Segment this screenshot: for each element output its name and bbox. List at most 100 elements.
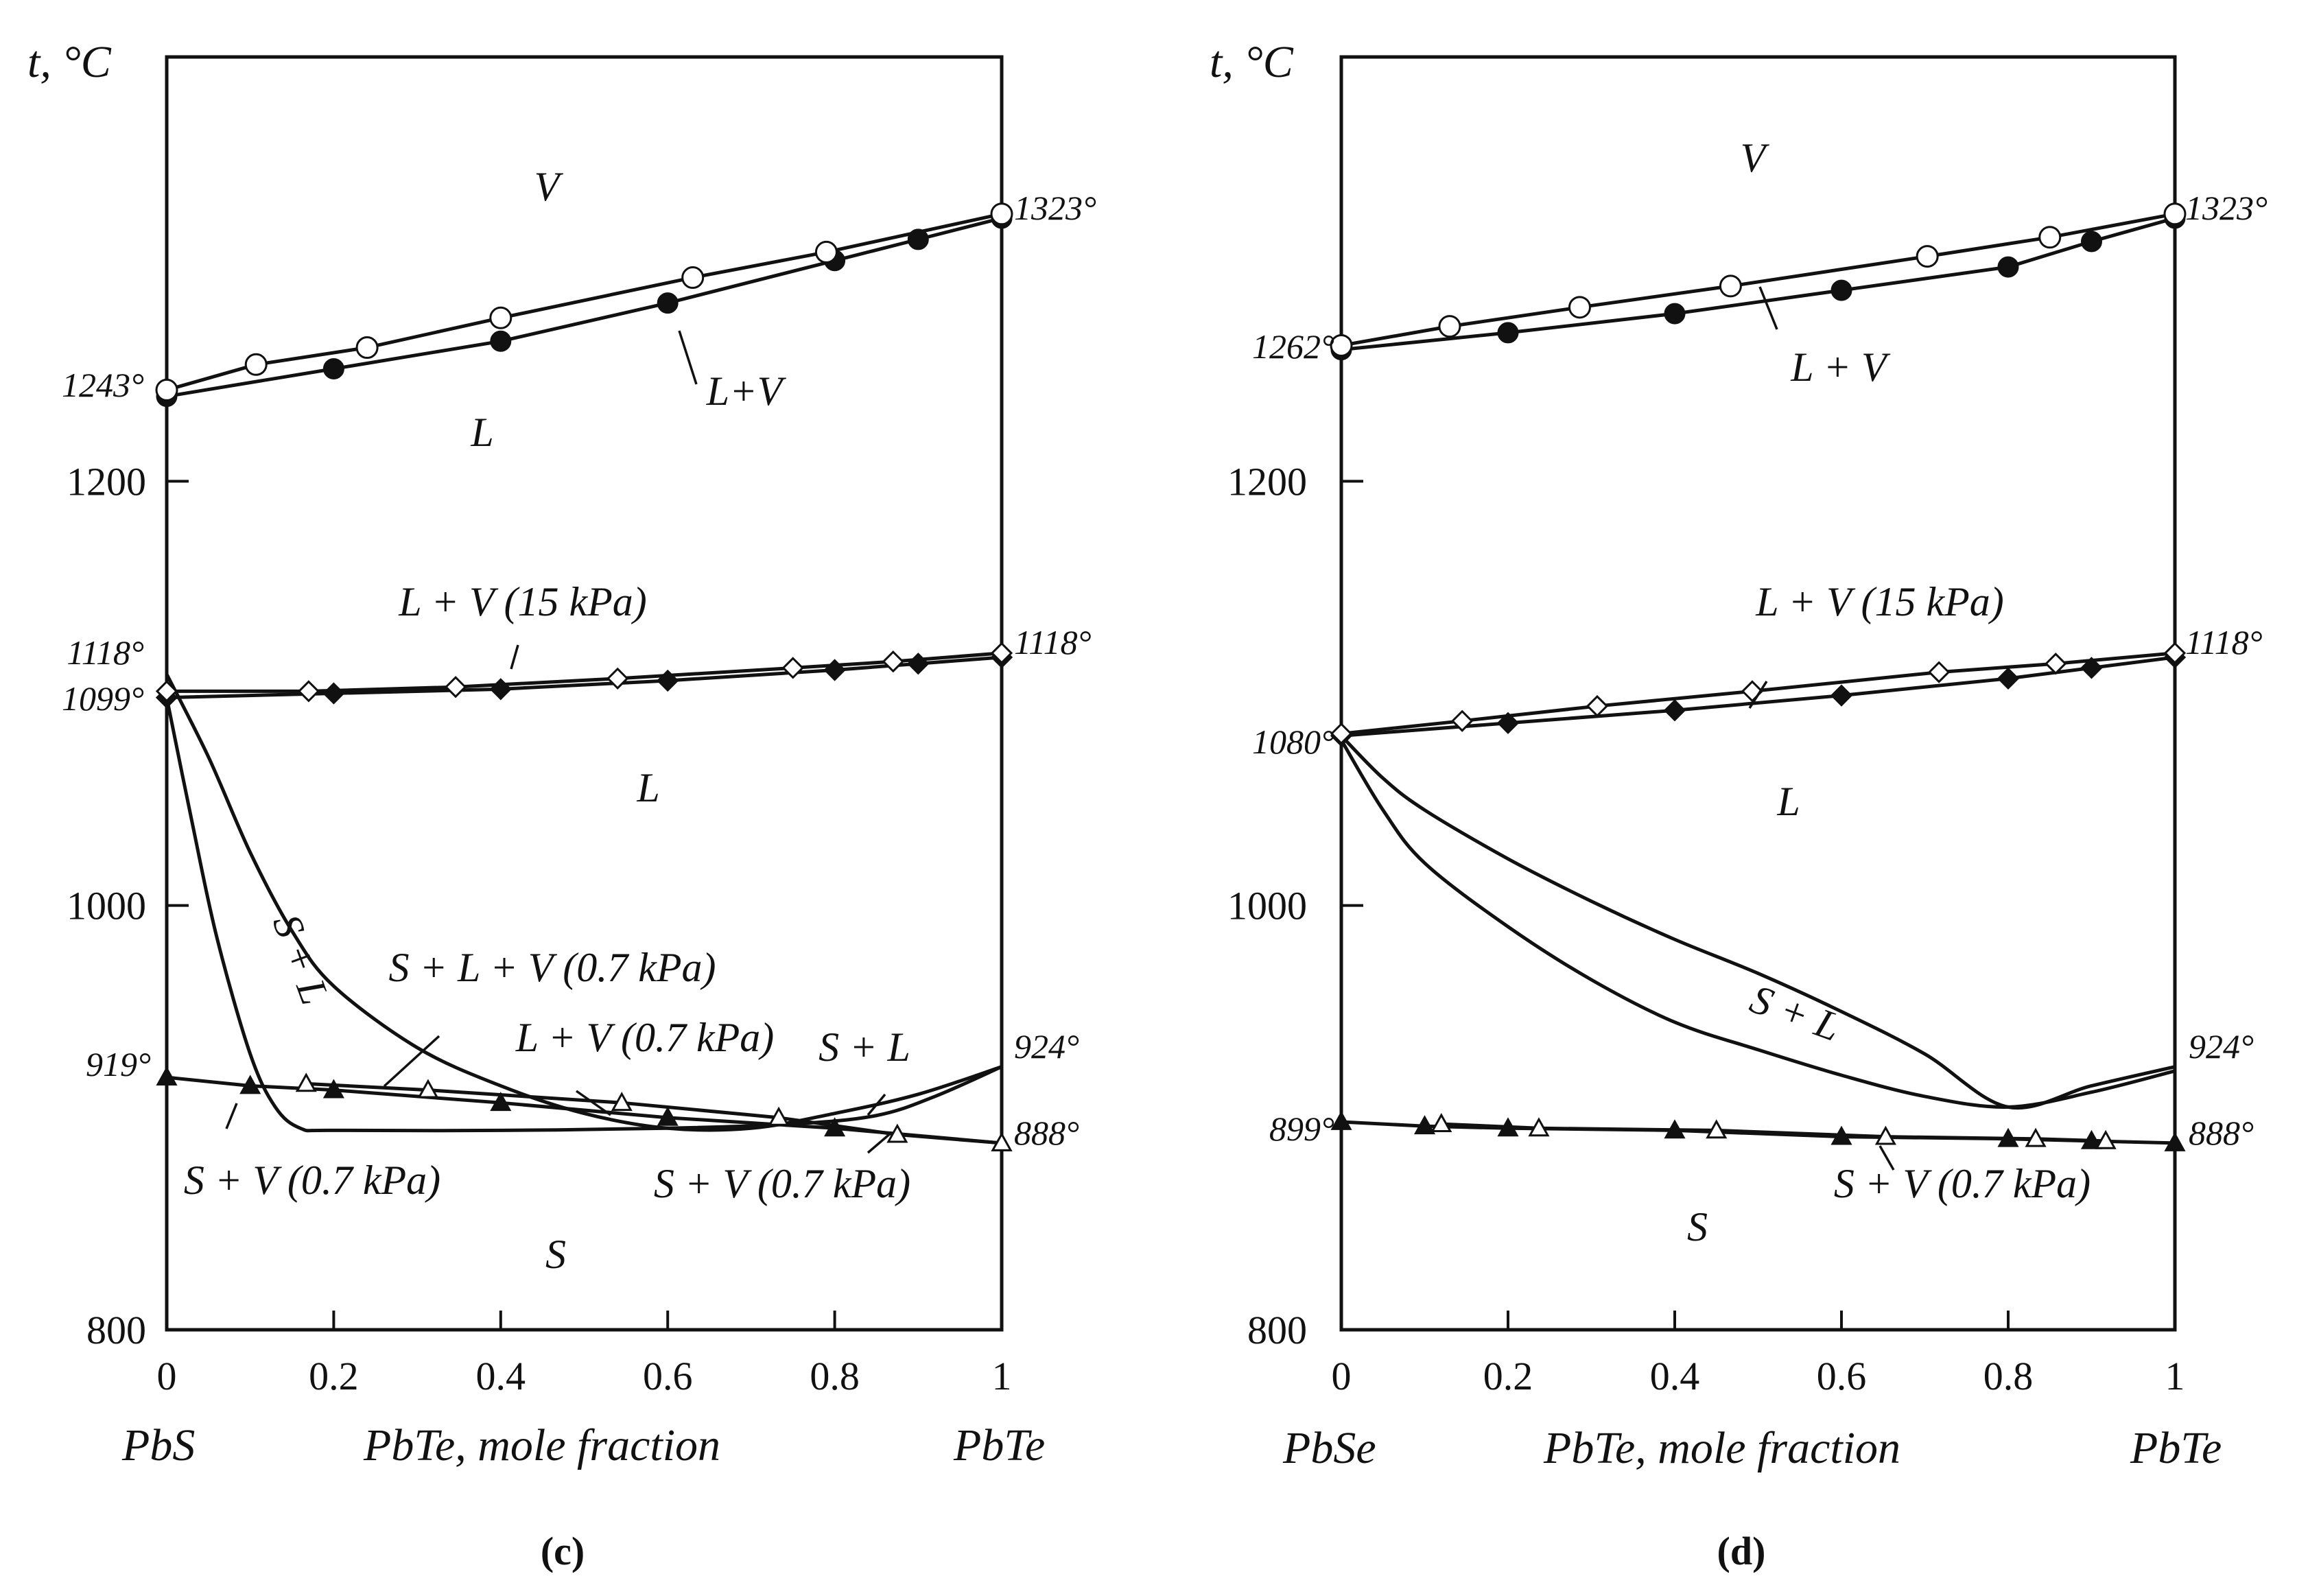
open-circle-marker (2038, 226, 2062, 249)
open-circle-marker (1568, 296, 1591, 319)
x-tick-label: 0.6 (1817, 1354, 1867, 1398)
point-label: 1118° (2185, 623, 2263, 661)
open-circle-marker (355, 336, 379, 360)
leader-line (383, 1035, 440, 1088)
open-triangle-marker (295, 1072, 317, 1092)
filled-diamond-marker (823, 659, 846, 681)
open-diamond-marker (297, 680, 320, 703)
x-tick-label: 0.6 (643, 1354, 693, 1398)
filled-diamond-marker (489, 678, 512, 701)
open-diamond-marker (990, 642, 1013, 664)
open-circle-marker (814, 240, 838, 263)
point-label: 888° (1014, 1114, 1079, 1152)
leader-line (575, 1090, 612, 1116)
region-label: S (545, 1232, 566, 1277)
open-triangle-marker (1430, 1113, 1452, 1133)
x-tick-label: 0.4 (1650, 1354, 1700, 1398)
panel-label: (c) (541, 1529, 585, 1573)
series-line (306, 1081, 1002, 1145)
x-axis-label: PbTe, mole fraction (363, 1420, 720, 1470)
point-label: 1262° (1252, 327, 1334, 366)
region-label: S + L (264, 908, 338, 1010)
open-circle-marker (2163, 202, 2187, 226)
y-tick-label: 1000 (1227, 884, 1307, 928)
open-diamond-marker (781, 657, 804, 679)
open-circle-marker (1719, 274, 1742, 298)
open-diamond-marker (882, 650, 904, 673)
y-axis-label: t, °C (1210, 37, 1294, 87)
region-label: S (1687, 1204, 1708, 1249)
leader-line (1748, 681, 1768, 709)
x-left-component: PbS (121, 1420, 195, 1470)
open-diamond-marker (2045, 653, 2067, 675)
leader-line (510, 644, 519, 670)
open-triangle-marker (1528, 1117, 1550, 1137)
open-circle-marker (244, 353, 268, 376)
y-tick-label: 1200 (1227, 459, 1307, 504)
series-line (165, 673, 1002, 1132)
filled-circle-marker (1997, 256, 2019, 278)
open-diamond-marker (607, 667, 629, 690)
point-label: 1118° (67, 633, 144, 672)
point-label: 924° (1014, 1027, 1079, 1066)
x-tick-label: 1 (2165, 1354, 2185, 1398)
point-label: 919° (86, 1045, 151, 1083)
filled-triangle-marker (824, 1117, 846, 1137)
panel-c: 0 0.2 0.4 0.6 0.8 1 1200 1000 800 1243° 1323° 1118°… (27, 37, 1096, 1573)
region-label: L+V (706, 368, 787, 414)
x-axis-label: PbTe, mole fraction (1543, 1423, 1900, 1473)
region-label: S + V (0.7 kPa) (1834, 1161, 2091, 1206)
region-label: L + V (1790, 344, 1891, 390)
filled-triangle-marker (239, 1075, 261, 1094)
filled-diamond-marker (1496, 712, 1520, 734)
open-triangle-marker (991, 1131, 1013, 1151)
x-tick-label: 0.4 (476, 1354, 526, 1398)
series-line (165, 697, 1003, 1133)
x-tick-label: 0.8 (1983, 1354, 2034, 1398)
x-right-component: PbTe (953, 1420, 1045, 1470)
region-label: S + V (0.7 kPa) (184, 1158, 440, 1203)
filled-circle-marker (1830, 279, 1852, 301)
filled-circle-marker (907, 228, 929, 250)
open-triangle-marker (886, 1123, 908, 1143)
filled-triangle-marker (1330, 1110, 1352, 1130)
point-label: 1118° (1014, 623, 1092, 661)
y-tick-label: 800 (1247, 1308, 1307, 1352)
point-label: 924° (2189, 1027, 2254, 1066)
x-tick-label: 0 (1332, 1354, 1352, 1398)
point-label: 899° (1269, 1110, 1334, 1148)
open-circle-marker (155, 378, 178, 401)
filled-triangle-marker (490, 1092, 512, 1112)
x-left-component: PbSe (1282, 1423, 1376, 1473)
leader-line (225, 1103, 238, 1129)
filled-diamond-marker (1663, 699, 1686, 722)
open-diamond-marker (1330, 723, 1353, 745)
region-label: S + L (1745, 976, 1846, 1050)
y-tick-label: 1200 (67, 459, 146, 504)
y-tick-label: 800 (86, 1308, 146, 1352)
open-circle-marker (1438, 315, 1461, 338)
region-label: S + L + V (0.7 kPa) (388, 945, 716, 990)
leader-line (1758, 286, 1778, 330)
open-circle-marker (990, 202, 1013, 226)
filled-diamond-marker (1830, 684, 1853, 707)
open-circle-marker (1916, 245, 1939, 268)
x-right-component: PbTe (2130, 1423, 2222, 1473)
filled-circle-marker (657, 292, 679, 314)
series-line (166, 212, 1002, 392)
region-label: V (1741, 135, 1770, 180)
open-circle-marker (681, 266, 705, 290)
filled-diamond-marker (322, 682, 345, 705)
point-label: 1080° (1252, 723, 1334, 761)
point-label: 1323° (1014, 189, 1096, 227)
filled-diamond-marker (2080, 657, 2103, 679)
region-label: L (636, 765, 659, 810)
open-triangle-marker (768, 1106, 790, 1126)
filled-triangle-marker (156, 1066, 178, 1085)
filled-triangle-marker (2080, 1129, 2103, 1149)
series-line (166, 216, 1002, 399)
open-diamond-marker (1451, 709, 1474, 732)
region-label: L + V (0.7 kPa) (515, 1015, 775, 1060)
filled-diamond-marker (657, 669, 679, 692)
